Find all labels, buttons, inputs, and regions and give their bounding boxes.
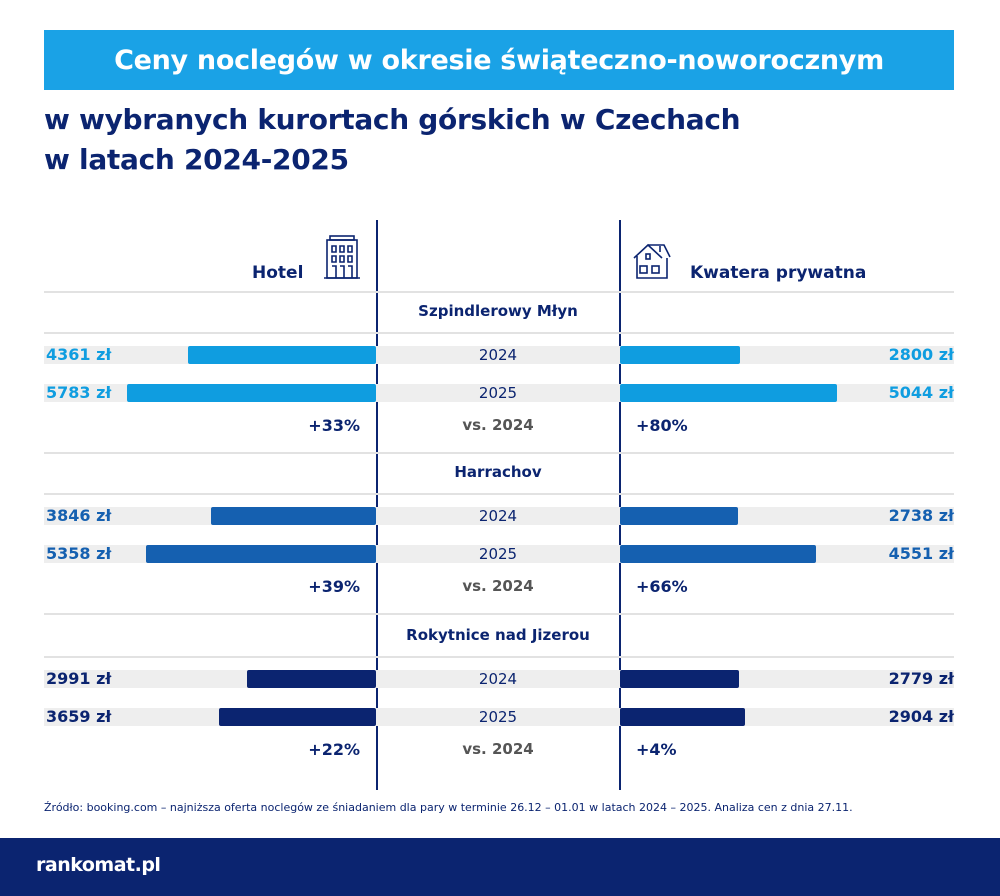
hotel-header: Hotel <box>252 263 304 283</box>
hotel-bar <box>188 346 376 364</box>
title-banner: Ceny noclegów w okresie świąteczno-nowor… <box>44 30 954 90</box>
section-divider <box>44 332 954 334</box>
private-value: 2800 zł <box>888 345 954 364</box>
private-bar <box>620 708 745 726</box>
year-label: 2025 <box>478 384 518 402</box>
header-divider <box>44 291 954 293</box>
divider-right <box>619 220 621 790</box>
hotel-building-icon <box>324 235 360 279</box>
year-row: 5783 zł 5044 zł 2025 <box>44 383 954 402</box>
vs-label: vs. 2024 <box>462 740 534 758</box>
hotel-value: 3846 zł <box>46 506 112 525</box>
footer: rankomat.pl <box>0 838 1000 896</box>
hotel-bar <box>247 670 376 688</box>
hotel-value: 4361 zł <box>46 345 112 364</box>
year-row: 3846 zł 2738 zł 2024 <box>44 506 954 525</box>
house-icon <box>633 243 671 279</box>
subtitle: w wybranych kurortach górskich w Czechac… <box>44 100 741 180</box>
section-title: Harrachov <box>454 463 542 481</box>
section-bottom-divider <box>44 452 954 454</box>
year-label: 2025 <box>478 708 518 726</box>
section-1: Szpindlerowy Młyn 4361 zł 2800 zł 2024 5783 … <box>0 292 1000 454</box>
private-bar <box>620 346 741 364</box>
private-change: +66% <box>636 577 688 596</box>
private-value: 2779 zł <box>888 669 954 688</box>
section-2: Harrachov 3846 zł 2738 zł 2024 5358 zł 4551 z… <box>0 453 1000 615</box>
private-header: Kwatera prywatna <box>690 263 867 283</box>
section-3: Rokytnice nad Jizerou 2991 zł 2779 zł 2024 3… <box>0 616 1000 778</box>
year-row: 3659 zł 2904 zł 2025 <box>44 707 954 726</box>
hotel-value: 5783 zł <box>46 383 112 402</box>
private-value: 5044 zł <box>888 383 954 402</box>
divider-left <box>376 220 378 790</box>
hotel-bar <box>127 384 376 402</box>
year-label: 2025 <box>478 545 518 563</box>
hotel-change: +22% <box>308 740 360 759</box>
private-change: +4% <box>636 740 677 759</box>
private-bar <box>620 507 738 525</box>
year-row: 2991 zł 2779 zł 2024 <box>44 669 954 688</box>
subtitle-line-2: w latach 2024-2025 <box>44 143 349 176</box>
rankomat-logo: rankomat.pl <box>36 854 161 876</box>
year-label: 2024 <box>478 670 518 688</box>
vs-label: vs. 2024 <box>462 416 534 434</box>
private-value: 2738 zł <box>888 506 954 525</box>
hotel-value: 2991 zł <box>46 669 112 688</box>
hotel-value: 5358 zł <box>46 544 112 563</box>
subtitle-line-1: w wybranych kurortach górskich w Czechac… <box>44 103 741 136</box>
section-divider <box>44 493 954 495</box>
section-bottom-divider <box>44 613 954 615</box>
section-title: Rokytnice nad Jizerou <box>406 626 590 644</box>
year-label: 2024 <box>478 346 518 364</box>
private-bar <box>620 545 816 563</box>
hotel-change: +33% <box>308 416 360 435</box>
hotel-value: 3659 zł <box>46 707 112 726</box>
private-change: +80% <box>636 416 688 435</box>
section-title: Szpindlerowy Młyn <box>418 302 578 320</box>
private-bar <box>620 384 837 402</box>
section-divider <box>44 656 954 658</box>
year-row: 5358 zł 4551 zł 2025 <box>44 544 954 563</box>
hotel-bar <box>145 545 376 563</box>
private-value: 2904 zł <box>888 707 954 726</box>
private-bar <box>620 670 740 688</box>
vs-label: vs. 2024 <box>462 577 534 595</box>
hotel-bar <box>218 708 376 726</box>
year-row: 4361 zł 2800 zł 2024 <box>44 345 954 364</box>
source-note: Źródło: booking.com – najniższa oferta n… <box>44 801 853 814</box>
private-value: 4551 zł <box>888 544 954 563</box>
hotel-change: +39% <box>308 577 360 596</box>
year-label: 2024 <box>478 507 518 525</box>
hotel-bar <box>210 507 376 525</box>
